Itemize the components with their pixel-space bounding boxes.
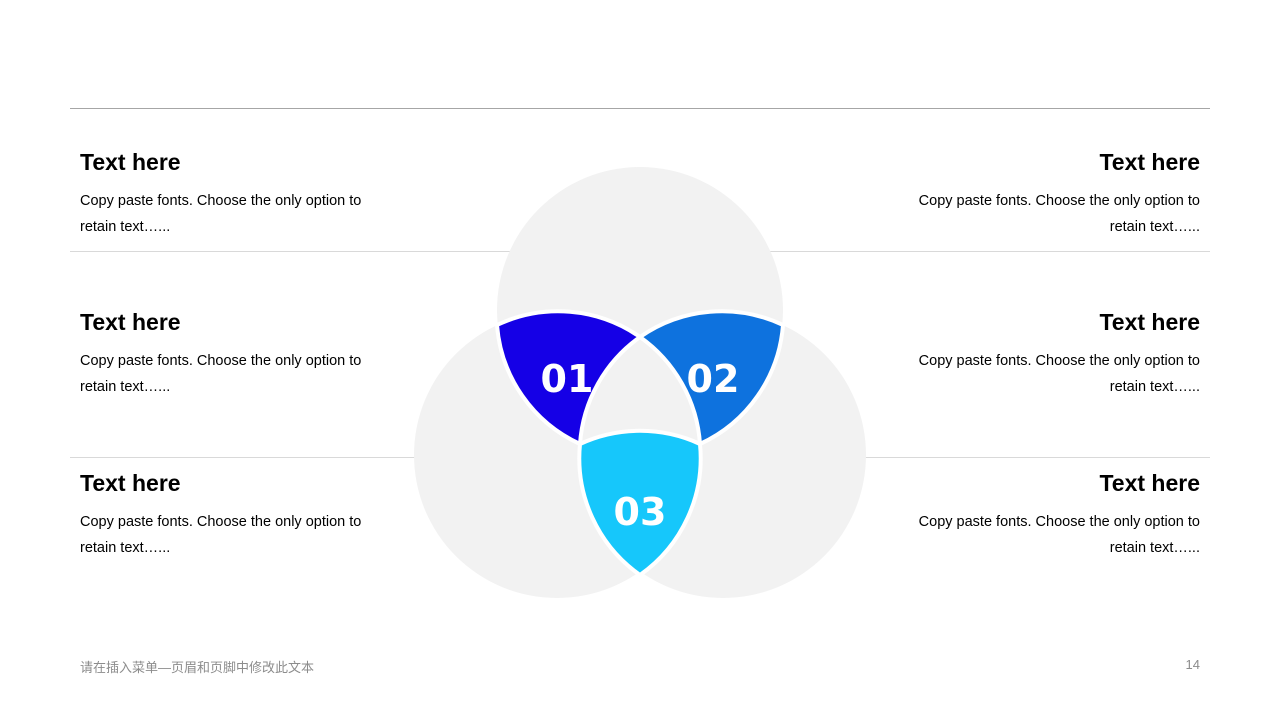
footer-text: 请在插入菜单—页眉和页脚中修改此文本 xyxy=(80,660,315,675)
segment-label-03: 03 xyxy=(614,490,667,534)
block-title: Text here xyxy=(80,149,181,175)
block-title: Text here xyxy=(1099,149,1200,175)
venn-segment-01 xyxy=(494,309,644,448)
text-block-right-3: Text here Copy paste fonts. Choose the o… xyxy=(900,469,1200,561)
block-body: Copy paste fonts. Choose the only option… xyxy=(918,353,1200,395)
top-rule xyxy=(70,108,1210,109)
block-title: Text here xyxy=(80,470,181,496)
block-title: Text here xyxy=(1099,309,1200,335)
venn-segment-03 xyxy=(577,428,703,578)
block-title: Text here xyxy=(80,309,181,335)
text-block-right-1: Text here Copy paste fonts. Choose the o… xyxy=(900,148,1200,240)
text-block-left-2: Text here Copy paste fonts. Choose the o… xyxy=(80,308,380,400)
segment-label-01: 01 xyxy=(541,357,594,401)
text-block-right-2: Text here Copy paste fonts. Choose the o… xyxy=(900,308,1200,400)
text-block-left-3: Text here Copy paste fonts. Choose the o… xyxy=(80,469,380,561)
block-body: Copy paste fonts. Choose the only option… xyxy=(80,353,362,395)
block-title: Text here xyxy=(1099,470,1200,496)
block-body: Copy paste fonts. Choose the only option… xyxy=(918,193,1200,235)
block-body: Copy paste fonts. Choose the only option… xyxy=(80,514,362,556)
text-block-left-1: Text here Copy paste fonts. Choose the o… xyxy=(80,148,380,240)
segment-label-02: 02 xyxy=(687,357,740,401)
block-body: Copy paste fonts. Choose the only option… xyxy=(80,193,362,235)
venn-segment-02 xyxy=(636,309,786,448)
block-body: Copy paste fonts. Choose the only option… xyxy=(918,514,1200,556)
page-number: 14 xyxy=(1185,657,1200,672)
